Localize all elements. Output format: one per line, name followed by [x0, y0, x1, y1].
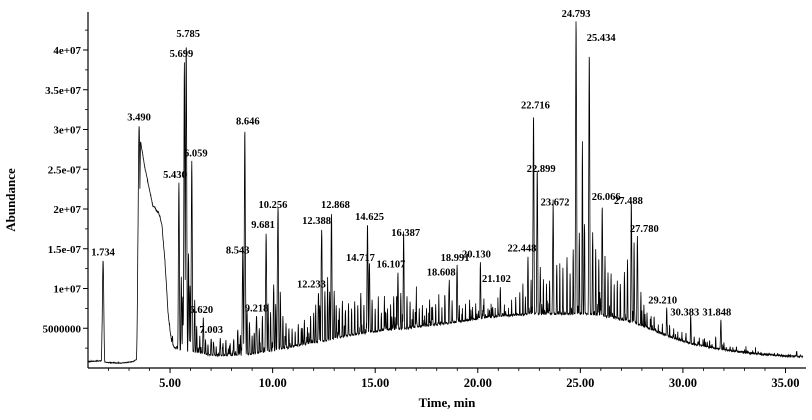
peak-label: 21.102: [482, 274, 511, 285]
peak-label: 5.699: [170, 49, 194, 60]
x-tick-label: 10.00: [259, 376, 287, 390]
peak-label: 31.848: [702, 307, 731, 318]
peak-label: 12.233: [297, 279, 326, 290]
peak-label: 18.608: [427, 268, 456, 279]
peak-label: 20.130: [462, 249, 491, 260]
peak-label: 9.681: [251, 220, 275, 231]
y-tick-label: 2.5e-07: [48, 164, 82, 176]
peak-label: 6.059: [184, 148, 208, 159]
x-tick-label: 15.00: [361, 376, 389, 390]
peak-label: 9.218: [245, 303, 269, 314]
peak-label: 14.625: [355, 212, 384, 223]
peak-label: 12.868: [321, 200, 350, 211]
peak-label: 22.448: [508, 244, 537, 255]
peak-label: 22.899: [527, 164, 556, 175]
y-tick-label: 5000000: [43, 323, 82, 335]
y-tick-label: 3e+07: [53, 125, 81, 137]
peak-label: 3.490: [127, 113, 151, 124]
peak-label: 24.793: [562, 9, 591, 20]
peak-label: 25.434: [587, 33, 617, 44]
peak-label: 30.383: [670, 307, 699, 318]
peak-label: 22.716: [521, 101, 550, 112]
peak-label: 14.717: [346, 253, 375, 264]
y-tick-label: 1e+07: [53, 284, 81, 296]
peak-label: 8.543: [226, 245, 250, 256]
peak-label: 18.991: [441, 253, 470, 264]
axes: 5000000 1e+07 1.5e-07 2e+07 2.5e-07 3e+07 3.5e…: [43, 12, 806, 390]
y-tick-label: 3.5e+07: [45, 85, 81, 97]
peak-label: 10.256: [258, 200, 287, 211]
y-tick-label: 4e+07: [53, 45, 81, 57]
x-tick-label: 30.00: [669, 376, 697, 390]
x-tick-label: 5.00: [159, 376, 181, 390]
peak-label: 26.066: [592, 192, 621, 203]
peak-label: 23.672: [541, 198, 570, 209]
peak-label: 1.734: [91, 248, 115, 259]
peak-label: 6.620: [189, 305, 213, 316]
peak-label: 16.107: [376, 260, 405, 271]
peak-label: 27.488: [614, 196, 643, 207]
x-axis-title: Time, min: [419, 395, 477, 410]
peak-label: 5.430: [163, 170, 187, 181]
x-tick-label: 35.00: [771, 376, 799, 390]
peak-label: 16.387: [391, 228, 420, 239]
chromatogram-trace: [87, 21, 804, 365]
y-axis-title: Abundance: [3, 168, 18, 232]
peak-label: 8.646: [236, 117, 260, 128]
y-tick-label: 2e+07: [53, 204, 81, 216]
peak-label: 12.388: [302, 216, 331, 227]
peak-label: 5.785: [176, 29, 200, 40]
peak-label: 7.003: [199, 325, 223, 336]
x-tick-label: 25.00: [566, 376, 594, 390]
peak-label: 29.210: [648, 295, 677, 306]
x-tick-label: 20.00: [464, 376, 492, 390]
y-tick-label: 1.5e-07: [48, 244, 82, 256]
peak-label: 27.780: [630, 224, 659, 235]
peak-labels: 1.734 3.490 5.430 5.699 5.785 6.059 6.620 7.003…: [91, 9, 731, 336]
